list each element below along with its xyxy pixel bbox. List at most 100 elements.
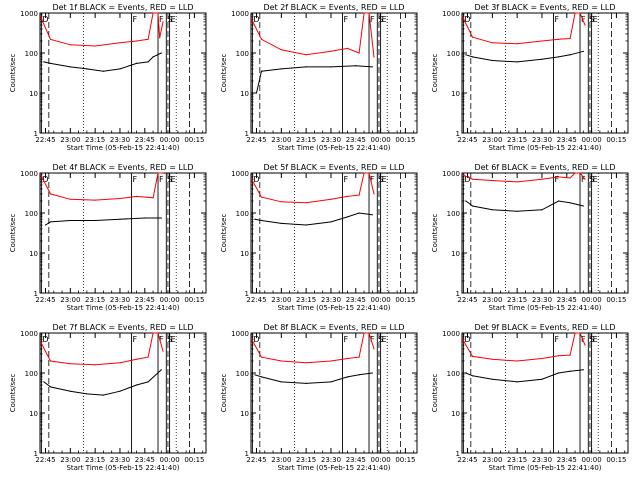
data-point xyxy=(579,172,581,174)
panel-title: Det 3f BLACK = Events, RED = LLD xyxy=(474,3,615,12)
x-tick-label: 22:45 xyxy=(35,136,55,144)
data-point xyxy=(280,381,282,383)
x-tick-label: 23:45 xyxy=(557,296,577,304)
x-axis-label: Start Time (05-Feb-15 22:41:40) xyxy=(488,464,601,472)
data-point xyxy=(119,68,121,70)
y-tick-label: 10 xyxy=(451,90,460,98)
data-point xyxy=(260,219,263,222)
y-tick-label: 100 xyxy=(447,50,460,58)
x-tick-label: 00:00 xyxy=(160,456,180,464)
data-point xyxy=(119,362,121,364)
data-point xyxy=(355,65,357,67)
y-tick-label: 10 xyxy=(29,250,38,258)
data-point xyxy=(465,54,467,56)
data-point xyxy=(569,177,571,179)
data-point xyxy=(541,357,543,360)
plot-frame xyxy=(461,12,629,134)
x-axis-label: Start Time (05-Feb-15 22:41:40) xyxy=(66,144,179,152)
data-point xyxy=(491,42,493,44)
x-tick-label: 23:30 xyxy=(321,456,341,464)
x-tick-label: 00:00 xyxy=(160,296,180,304)
event-marker-label: F xyxy=(370,15,375,24)
y-tick-label: 1 xyxy=(34,450,38,458)
event-marker-label: F xyxy=(581,175,586,184)
data-point xyxy=(569,370,571,372)
x-tick-label: 23:45 xyxy=(346,456,366,464)
plot-frame xyxy=(250,332,418,454)
y-axis-label: Counts/sec xyxy=(9,374,17,413)
data-point xyxy=(147,61,149,63)
x-tick-label: 23:30 xyxy=(110,456,130,464)
x-tick-label: 00:15 xyxy=(606,296,626,304)
data-point xyxy=(119,197,121,200)
event-marker-label: E xyxy=(593,15,598,24)
data-point xyxy=(491,209,493,211)
x-tick-label: 23:15 xyxy=(296,456,316,464)
x-axis-label: Start Time (05-Feb-15 22:41:40) xyxy=(66,464,179,472)
x-tick-label: 23:15 xyxy=(296,136,316,144)
x-tick-label: 23:15 xyxy=(85,296,105,304)
data-point xyxy=(541,40,543,42)
x-axis-label: Start Time (05-Feb-15 22:41:40) xyxy=(277,304,390,312)
data-point xyxy=(49,193,52,195)
data-point xyxy=(260,196,263,198)
data-point xyxy=(582,369,584,371)
event-marker-label: F xyxy=(581,15,586,24)
x-tick-label: 00:15 xyxy=(184,456,204,464)
data-point xyxy=(280,201,282,203)
data-point xyxy=(516,360,518,362)
data-point xyxy=(363,172,365,174)
event-marker-label: F xyxy=(159,335,164,344)
x-tick-label: 23:30 xyxy=(110,136,130,144)
x-tick-label: 22:45 xyxy=(246,456,266,464)
x-tick-label: 00:00 xyxy=(371,136,391,144)
plot-frame xyxy=(461,172,629,294)
x-tick-label: 22:45 xyxy=(457,456,477,464)
data-point xyxy=(516,61,518,63)
data-point xyxy=(516,381,518,383)
y-tick-label: 1 xyxy=(456,290,460,298)
data-point xyxy=(251,178,253,180)
data-point xyxy=(465,200,467,202)
y-tick-label: 10 xyxy=(29,90,38,98)
event-marker-label: E xyxy=(382,175,387,184)
event-marker-label: F xyxy=(159,175,164,184)
event-marker-label: E xyxy=(171,15,176,24)
event-marker-label: D xyxy=(464,175,470,184)
data-point xyxy=(465,372,467,374)
data-point xyxy=(462,338,464,340)
data-point xyxy=(371,214,373,216)
data-point xyxy=(346,216,349,218)
data-point xyxy=(330,198,332,200)
events-series-line xyxy=(465,369,584,383)
y-tick-label: 1000 xyxy=(442,330,460,338)
x-tick-label: 00:00 xyxy=(160,136,180,144)
data-point xyxy=(43,381,45,383)
y-tick-label: 1 xyxy=(34,130,38,138)
x-tick-label: 00:15 xyxy=(395,296,415,304)
y-axis-label: Counts/sec xyxy=(431,214,439,253)
lld-series-line xyxy=(251,12,375,57)
data-point xyxy=(574,172,576,174)
y-tick-label: 1000 xyxy=(442,170,460,178)
data-point xyxy=(491,59,493,62)
data-point xyxy=(371,66,373,68)
x-tick-label: 23:30 xyxy=(532,456,552,464)
x-tick-label: 23:45 xyxy=(346,136,366,144)
x-tick-label: 23:15 xyxy=(85,456,105,464)
y-axis-label: Counts/sec xyxy=(9,214,17,253)
y-axis-label: Counts/sec xyxy=(431,54,439,93)
data-point xyxy=(330,381,332,383)
data-point xyxy=(280,222,282,224)
data-point xyxy=(569,202,571,204)
data-point xyxy=(330,50,332,52)
detector-panel: Det 6f BLACK = Events, RED = LLD 1 10 100 10… xyxy=(431,163,629,312)
event-marker-label: F xyxy=(133,335,138,344)
events-series-line xyxy=(43,52,162,72)
data-point xyxy=(557,38,560,40)
event-marker-label: D xyxy=(464,15,470,24)
data-point xyxy=(471,56,474,58)
y-axis-label: Counts/sec xyxy=(220,214,228,253)
data-point xyxy=(579,332,581,334)
data-point xyxy=(260,356,263,358)
